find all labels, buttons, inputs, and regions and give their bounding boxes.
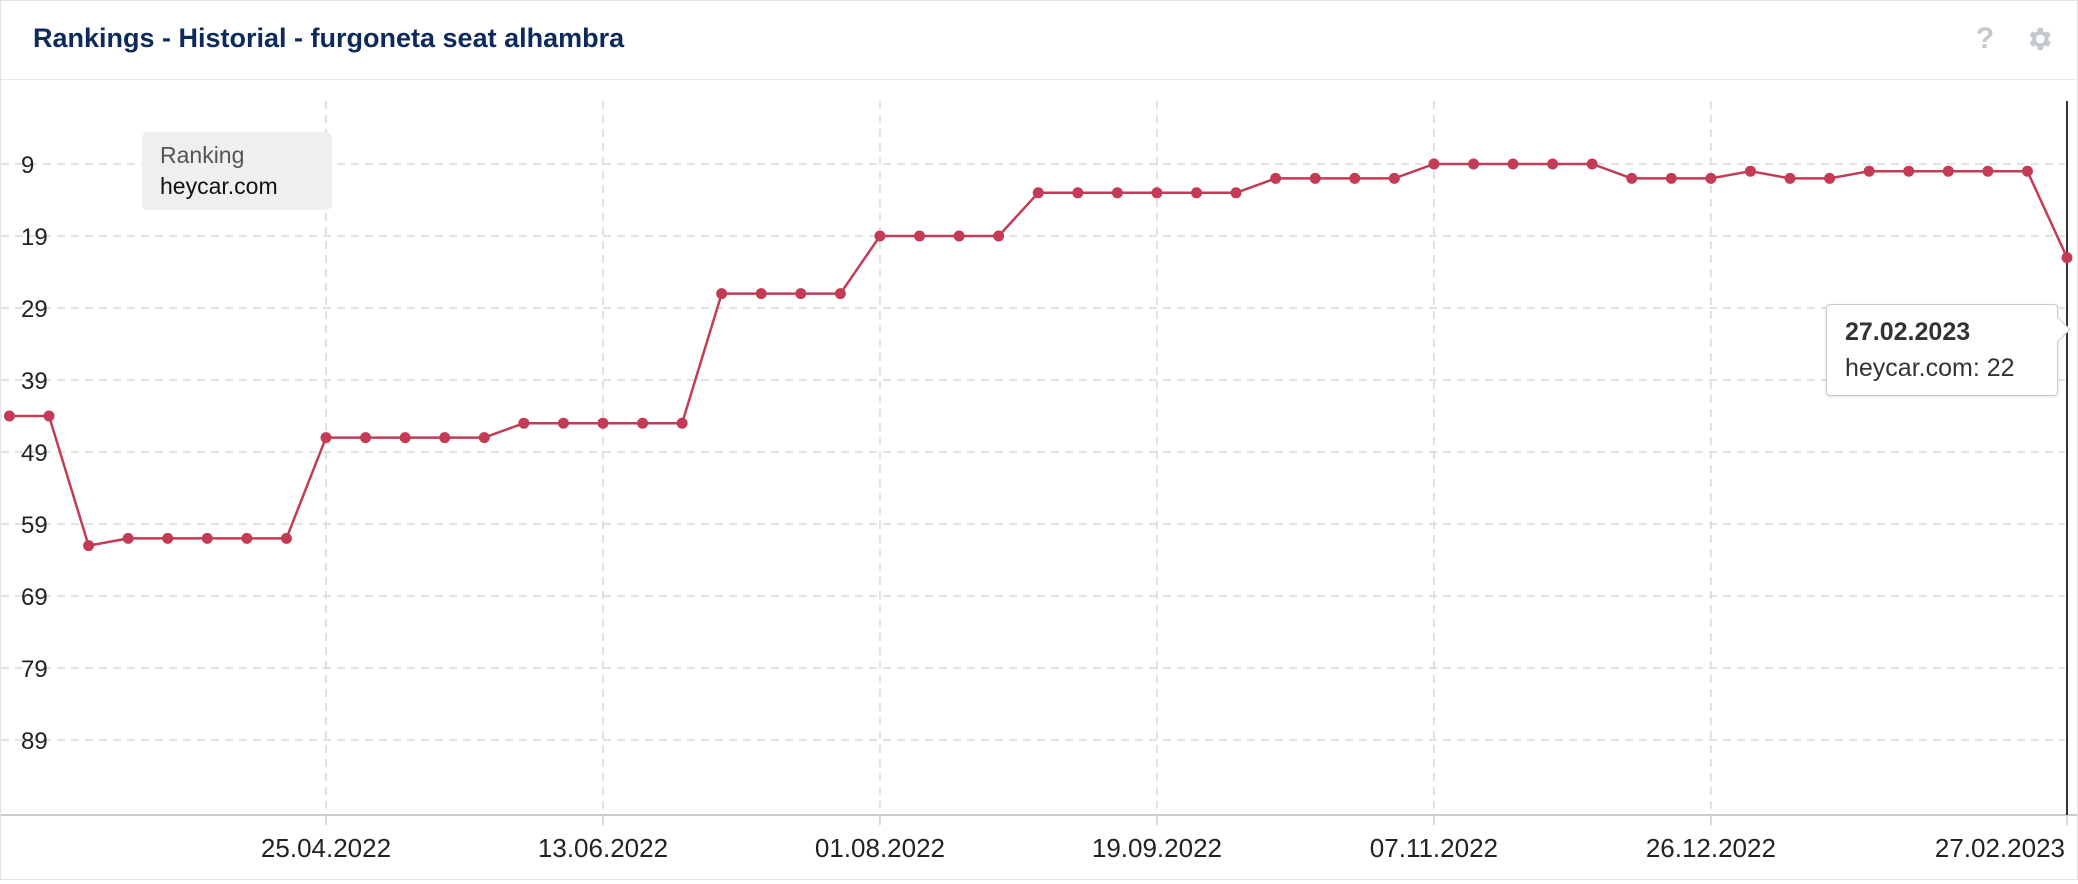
legend-item-heycar[interactable]: heycar.com: [160, 173, 278, 199]
data-point: [1191, 187, 1202, 199]
data-point: [1744, 165, 1756, 177]
data-point: [320, 432, 332, 444]
data-point: [557, 417, 569, 429]
data-point: [478, 432, 490, 444]
data-point: [1270, 172, 1282, 184]
tooltip-value: heycar.com: 22: [1845, 354, 2015, 382]
y-tick-label: 79: [21, 656, 48, 683]
data-point: [993, 230, 1005, 242]
data-point: [241, 532, 253, 544]
legend-title: Ranking: [160, 142, 245, 168]
y-tick-label: 69: [21, 584, 48, 611]
data-point: [1982, 165, 1994, 177]
data-point: [795, 288, 807, 300]
y-tick-label: 39: [21, 368, 48, 395]
y-tick-label: 59: [21, 512, 48, 539]
data-point: [439, 432, 451, 444]
chart-legend: Ranking heycar.com: [142, 132, 332, 210]
data-point: [834, 288, 846, 300]
help-icon[interactable]: ?: [1967, 21, 2003, 57]
data-point: [755, 288, 767, 300]
data-point: [280, 532, 292, 544]
data-point: [1349, 172, 1361, 184]
data-point: [1388, 172, 1400, 184]
data-point: [1032, 187, 1044, 199]
y-tick-label: 9: [21, 152, 34, 179]
data-point: [1784, 172, 1796, 184]
ranking-chart: 9 19 29 39 49 59 69 79 89 25.04.2022 13.06.2022 01.…: [1, 81, 2077, 879]
data-point: [1111, 187, 1123, 199]
series-line-heycar: [47, 162, 2069, 547]
data-point: [1903, 165, 1915, 177]
data-point: [1705, 172, 1717, 184]
data-point: [360, 432, 372, 444]
data-point: [1151, 187, 1163, 199]
data-point: [122, 532, 134, 544]
x-tick-label: 01.08.2022: [815, 833, 945, 863]
data-point: [201, 532, 213, 544]
data-point: [1665, 172, 1677, 184]
data-point: [1626, 172, 1638, 184]
data-point: [914, 230, 926, 242]
data-point: [162, 532, 174, 544]
gear-icon-svg: [2029, 27, 2051, 51]
data-point: [637, 417, 649, 429]
chart-tooltip: 27.02.2023 heycar.com: 22: [1826, 304, 2058, 396]
x-tick-label: 25.04.2022: [261, 833, 391, 863]
panel-title: Rankings - Historial - furgoneta seat al…: [33, 23, 625, 53]
y-tick-label: 89: [21, 728, 48, 755]
data-point: [1586, 158, 1598, 170]
data-point: [1428, 158, 1440, 170]
data-point: [3, 410, 15, 422]
data-point: [676, 417, 688, 429]
data-point: [518, 417, 530, 429]
data-point: [1230, 187, 1242, 199]
x-tick-label: 07.11.2022: [1370, 833, 1498, 863]
x-tick-label: 13.06.2022: [538, 833, 668, 863]
tooltip-date: 27.02.2023: [1845, 318, 1971, 346]
x-tick-label: 26.12.2022: [1646, 833, 1776, 863]
data-point: [597, 417, 609, 429]
data-point: [1467, 158, 1479, 170]
data-point: [1547, 158, 1559, 170]
help-icon-glyph: ?: [1975, 22, 1995, 55]
data-point: [1863, 165, 1875, 177]
x-tick-label: 27.02.2023: [1935, 833, 2065, 863]
chart-svg: 9 19 29 39 49 59 69 79 89 25.04.2022 13.06.2022 01.…: [1, 101, 2077, 863]
gear-icon[interactable]: [2021, 21, 2057, 57]
data-point: [1072, 187, 1084, 199]
data-point: [1824, 172, 1836, 184]
data-point: [83, 540, 95, 552]
y-tick-label: 19: [21, 224, 48, 251]
data-point: [2021, 165, 2033, 177]
data-point: [716, 288, 728, 300]
panel-header: Rankings - Historial - furgoneta seat al…: [1, 1, 2077, 80]
x-tick-label: 19.09.2022: [1092, 833, 1222, 863]
data-point: [1309, 172, 1321, 184]
data-point: [399, 432, 411, 444]
data-point: [2061, 252, 2073, 264]
data-point: [1507, 158, 1519, 170]
data-point: [1942, 165, 1954, 177]
y-tick-label: 29: [21, 296, 48, 323]
y-tick-label: 49: [21, 440, 48, 467]
data-point: [43, 410, 55, 422]
data-point: [874, 230, 886, 242]
data-point: [953, 230, 965, 242]
